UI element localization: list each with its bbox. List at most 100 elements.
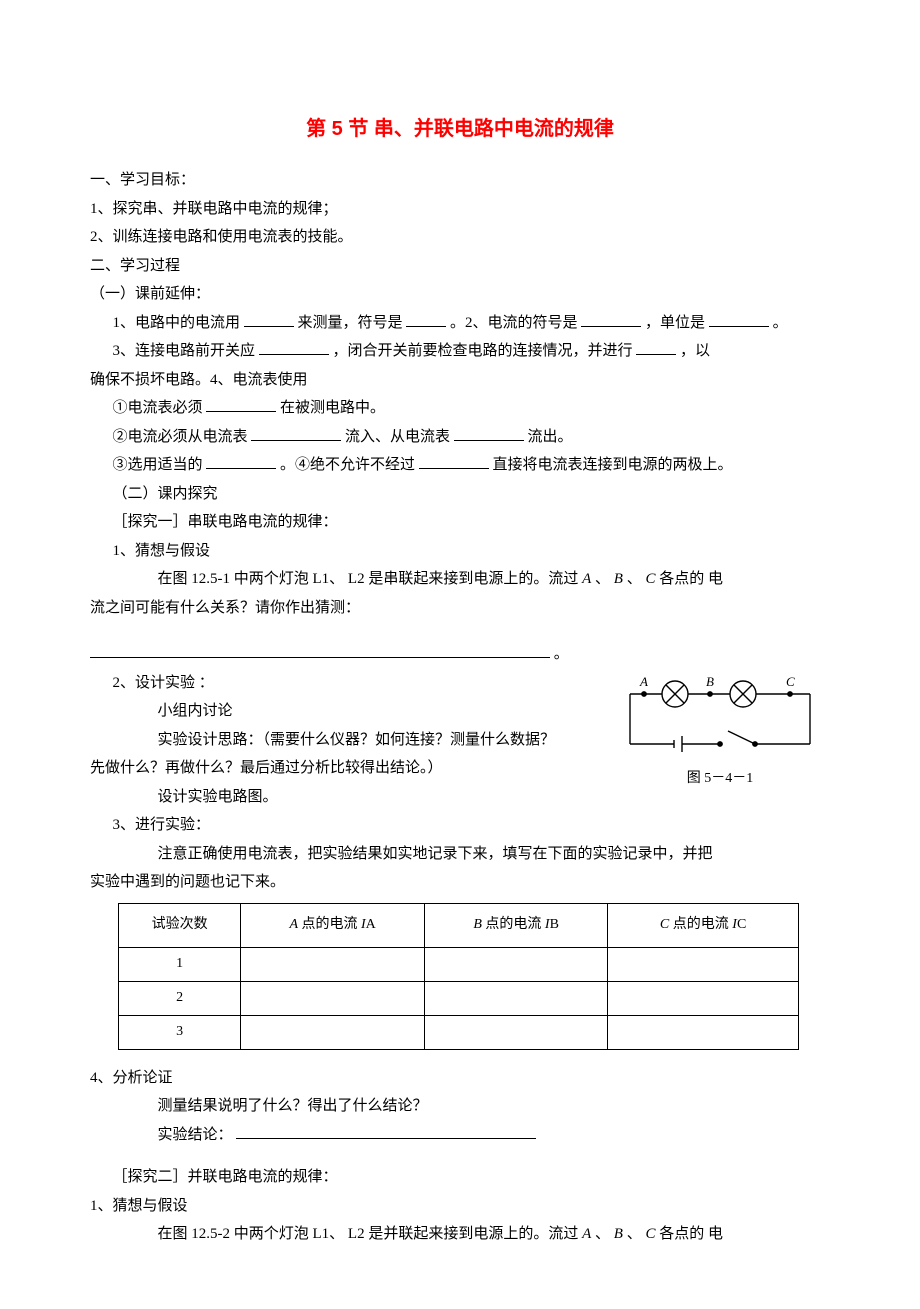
text: 、	[595, 1226, 610, 1242]
exp2-s1-title: 1、猜想与假设	[90, 1192, 830, 1221]
text: 、	[627, 1226, 642, 1242]
analysis-conclusion: 实验结论：	[90, 1121, 830, 1150]
blank	[244, 312, 294, 327]
text: 。	[773, 315, 788, 331]
label-c: C	[645, 571, 655, 587]
blank	[259, 340, 329, 355]
svg-text:A: A	[639, 674, 648, 689]
text: 在图 12.5-2 中两个灯泡 L1、 L2 是并联起来接到电源上的。流过	[158, 1226, 583, 1242]
cell: 2	[119, 981, 241, 1015]
blank	[636, 340, 676, 355]
period: 。	[554, 646, 569, 662]
rule3: ③选用适当的 。④绝不允许不经过 直接将电流表连接到电源的两极上。	[90, 451, 830, 480]
th-ib: B 点的电流 IB	[424, 903, 608, 947]
cell	[424, 1015, 608, 1049]
blank	[709, 312, 769, 327]
hB: B	[473, 917, 482, 932]
hA: A	[289, 917, 298, 932]
analysis-title: 4、分析论证	[90, 1064, 830, 1093]
th-ia: A 点的电流 IA	[241, 903, 425, 947]
hC: C	[660, 917, 669, 932]
table-header-row: 试验次数 A 点的电流 IA B 点的电流 IB C 点的电流 IC	[119, 903, 799, 947]
text: ①电流表必须	[113, 400, 203, 416]
cell: 3	[119, 1015, 241, 1049]
text: ②电流必须从电流表	[113, 429, 248, 445]
cell	[608, 947, 798, 981]
svg-text:B: B	[706, 674, 714, 689]
svg-text:C: C	[786, 674, 795, 689]
blank	[251, 426, 341, 441]
blank	[206, 454, 276, 469]
text: 各点的 电	[659, 1226, 723, 1242]
exp1-s3a: 注意正确使用电流表，把实验结果如实地记录下来，填写在下面的实验记录中，并把	[90, 840, 830, 869]
blank-long	[90, 657, 550, 658]
blank	[406, 312, 446, 327]
label-c: C	[645, 1226, 655, 1242]
pre-line1: 1、电路中的电流用 来测量，符号是 。2、电流的符号是 ，单位是 。	[90, 309, 830, 338]
text: 来测量，符号是	[298, 315, 403, 331]
th-ic: C 点的电流 IC	[608, 903, 798, 947]
text: ，单位是	[645, 315, 705, 331]
exp1-s1-body: 在图 12.5-1 中两个灯泡 L1、 L2 是串联起来接到电源上的。流过 A …	[90, 565, 830, 594]
rule1: ①电流表必须 在被测电路中。	[90, 394, 830, 423]
pre-line3: 3、连接电路前开关应 ，闭合开关前要检查电路的连接情况，并进行 ，以	[90, 337, 830, 366]
table-row: 2	[119, 981, 799, 1015]
pre-line3b: 确保不损坏电路。4、电流表使用	[90, 366, 830, 395]
cell	[608, 981, 798, 1015]
sec1-item2: 2、训练连接电路和使用电流表的技能。	[90, 223, 830, 252]
sub: B	[550, 917, 559, 932]
text: 各点的 电	[659, 571, 723, 587]
blank	[206, 397, 276, 412]
sec1-item1: 1、探究串、并联电路中电流的规律；	[90, 195, 830, 224]
text: 。2、电流的符号是	[450, 315, 578, 331]
th-trial: 试验次数	[119, 903, 241, 947]
page-title: 第 5 节 串、并联电路中电流的规律	[90, 110, 830, 148]
exp1-s3b: 实验中遇到的问题也记下来。	[90, 868, 830, 897]
text: 流出。	[528, 429, 573, 445]
blank	[419, 454, 489, 469]
exp2-heading: ［探究二］并联电路电流的规律：	[90, 1163, 830, 1192]
sec1-heading: 一、学习目标：	[90, 166, 830, 195]
txt: 点的电流	[302, 917, 362, 932]
text: 在图 12.5-1 中两个灯泡 L1、 L2 是串联起来接到电源上的。流过	[158, 571, 583, 587]
series-circuit-diagram: A B C	[620, 669, 820, 764]
cell	[241, 947, 425, 981]
text: 直接将电流表连接到电源的两极上。	[493, 457, 733, 473]
experiment-table: 试验次数 A 点的电流 IA B 点的电流 IB C 点的电流 IC 1 2 3	[118, 903, 799, 1050]
label-b: B	[614, 571, 623, 587]
exp1-heading: ［探究一］串联电路电流的规律：	[90, 508, 830, 537]
exp1-s3-title: 3、进行实验：	[90, 811, 610, 840]
sub: C	[737, 917, 746, 932]
text: 、	[595, 571, 610, 587]
cell	[241, 1015, 425, 1049]
text: 、	[627, 571, 642, 587]
text: 流入、从电流表	[345, 429, 450, 445]
sec2-heading: 二、学习过程	[90, 252, 830, 281]
txt: 点的电流	[485, 917, 545, 932]
text: 1、电路中的电流用	[113, 315, 244, 331]
cell: 1	[119, 947, 241, 981]
cell	[608, 1015, 798, 1049]
analysis-q: 测量结果说明了什么？得出了什么结论？	[90, 1092, 830, 1121]
label: 实验结论：	[158, 1127, 233, 1143]
exp1-s2d: 设计实验电路图。	[90, 783, 610, 812]
table-row: 1	[119, 947, 799, 981]
exp1-s2c: 先做什么？再做什么？最后通过分析比较得出结论。）	[90, 754, 610, 783]
label-a: A	[582, 571, 591, 587]
sub: A	[366, 917, 376, 932]
guess-blank-line: 。	[90, 640, 830, 669]
text: 。④绝不允许不经过	[280, 457, 415, 473]
text: ，闭合开关前要检查电路的连接情况，并进行	[333, 343, 633, 359]
exp1-s2a: 小组内讨论	[90, 697, 610, 726]
table-row: 3	[119, 1015, 799, 1049]
blank-conclusion	[236, 1138, 536, 1139]
exp2-s1-body: 在图 12.5-2 中两个灯泡 L1、 L2 是并联起来接到电源上的。流过 A …	[90, 1220, 830, 1249]
cell	[424, 947, 608, 981]
blank	[454, 426, 524, 441]
label-a: A	[582, 1226, 591, 1242]
blank	[581, 312, 641, 327]
exp1-s1-body2: 流之间可能有什么关系？请你作出猜测：	[90, 594, 830, 623]
label-b: B	[614, 1226, 623, 1242]
exp1-s2b: 实验设计思路：（需要什么仪器？如何连接？测量什么数据？	[90, 726, 610, 755]
rule2: ②电流必须从电流表 流入、从电流表 流出。	[90, 423, 830, 452]
